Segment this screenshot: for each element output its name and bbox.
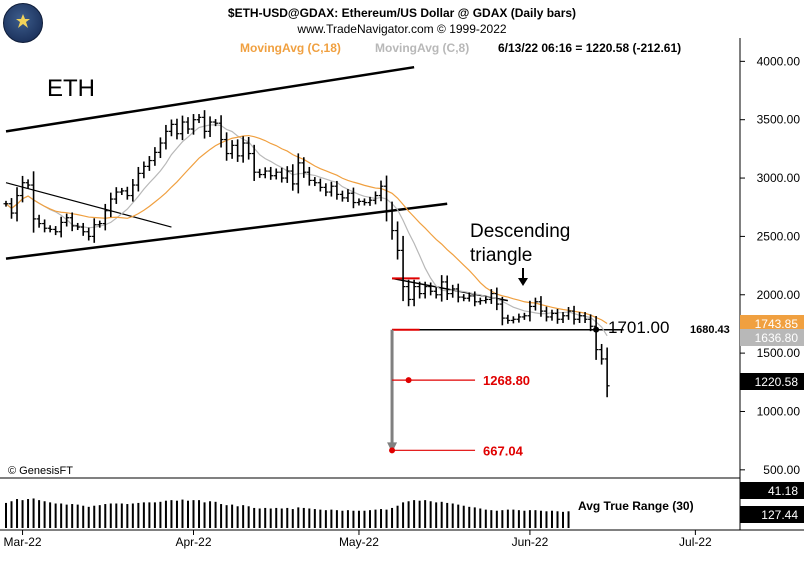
chart-header-site: www.TradeNavigator.com © 1999-2022: [297, 22, 507, 36]
target-dot: [405, 377, 412, 384]
breakout-dot: [593, 326, 600, 333]
target-label: 1268.80: [483, 373, 530, 388]
badge-atr-bottom: 127.44: [761, 508, 798, 522]
badge-ma18: 1743.85: [755, 317, 799, 331]
badge-ma8-bg: [740, 329, 804, 346]
badge-last-bg: [740, 373, 804, 390]
legend-ma18: MovingAvg (C,18): [240, 41, 341, 55]
chart-header-title: $ETH-USD@GDAX: Ethereum/US Dollar @ GDAX…: [227, 6, 577, 20]
level-1701-label: 1701.00: [608, 318, 669, 337]
copyright-label: © GenesisFT: [8, 465, 73, 477]
ma8-line: [5, 124, 608, 337]
x-tick-label: Apr-22: [175, 535, 211, 549]
x-tick-label: Jun-22: [512, 535, 549, 549]
x-tick-label: Mar-22: [4, 535, 42, 549]
lower-channel-line: [5, 202, 448, 260]
legend-ma8: MovingAvg (C,8): [375, 41, 469, 55]
badge-atr-top: 41.18: [768, 484, 798, 498]
ma18-line: [5, 134, 608, 324]
upper-channel-line: [5, 65, 415, 133]
badge-ma8: 1636.80: [755, 331, 799, 345]
y-tick-label: 3000.00: [757, 171, 801, 185]
target-label: 667.04: [483, 443, 524, 458]
y-tick-label: 500.00: [763, 463, 800, 477]
badge-last: 1220.58: [755, 375, 799, 389]
pattern-arrow-head: [518, 278, 528, 286]
y-tick-label: 1000.00: [757, 404, 801, 418]
indicator-label: Avg True Range (30): [578, 499, 694, 513]
tradenavigator-logo: [3, 3, 43, 43]
level-1680-label: 1680.43: [690, 324, 730, 336]
badge-ma18-bg: [740, 315, 804, 332]
y-tick-label: 1500.00: [757, 346, 801, 360]
legend-quote: 6/13/22 06:16 = 1220.58 (-212.61): [498, 41, 681, 55]
pattern-label: Descending: [470, 221, 570, 242]
bull-bear-icon: [16, 14, 30, 28]
x-tick-label: Jul-22: [679, 535, 712, 549]
y-tick-label: 2500.00: [757, 229, 801, 243]
pattern-label: triangle: [470, 245, 532, 266]
y-tick-label: 4000.00: [757, 54, 801, 68]
x-tick-label: May-22: [339, 535, 379, 549]
y-tick-label: 3500.00: [757, 113, 801, 127]
badge-atr-bottom-bg: [740, 506, 804, 523]
badge-atr-top-bg: [740, 482, 804, 499]
ticker-label: ETH: [47, 75, 95, 102]
y-tick-label: 2000.00: [757, 288, 801, 302]
target-dot: [389, 447, 396, 454]
